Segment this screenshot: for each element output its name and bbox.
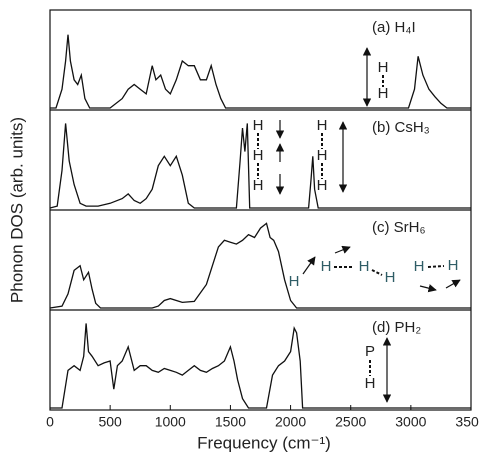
x-tick-label: 3500: [455, 414, 479, 430]
motion-arrow: [445, 279, 461, 289]
diagram-label: H: [321, 258, 332, 275]
diagram-label: H: [253, 177, 264, 194]
motion-arrow: [419, 284, 437, 293]
x-tick-label: 1500: [215, 414, 246, 430]
diagram-label: H: [317, 147, 328, 164]
motion-arrow: [334, 245, 351, 254]
diagram-label: H: [317, 177, 328, 194]
diagram-label: H: [448, 257, 459, 274]
diagram-label: H: [365, 375, 376, 392]
diagram-label: H: [385, 269, 396, 286]
x-tick-label: 1000: [155, 414, 186, 430]
diagram-label: H: [359, 258, 370, 275]
diagram-label: H: [253, 117, 264, 134]
panel-annotation: (c) SrH₆: [372, 219, 426, 236]
dos-line: [49, 123, 471, 209]
diagram-label: H: [378, 59, 389, 76]
x-tick-label: 2500: [335, 414, 366, 430]
x-tick-label: 3000: [395, 414, 426, 430]
dos-line: [50, 323, 471, 409]
dos-line: [50, 34, 471, 109]
motion-arrow: [302, 256, 316, 275]
panel-annotation: (a) H₄I: [372, 19, 416, 36]
diagram-label: H: [414, 258, 425, 275]
panel-annotation: (b) CsH₃: [372, 119, 430, 136]
y-axis-label: Phonon DOS (arb. units): [7, 117, 26, 303]
diagram-label: H: [253, 147, 264, 164]
x-axis-label: Frequency (cm⁻¹): [197, 433, 331, 452]
x-tick-label: 0: [46, 414, 54, 430]
diagram-label: H: [289, 273, 300, 290]
x-tick-label: 2000: [275, 414, 306, 430]
panel-annotation: (d) PH₂: [372, 319, 421, 336]
diagram-label: P: [365, 343, 375, 360]
bond: [427, 265, 445, 268]
bond: [371, 269, 383, 276]
dos-line: [49, 222, 471, 309]
x-tick-label: 500: [98, 414, 122, 430]
diagram-label: H: [378, 85, 389, 102]
diagram-label: H: [317, 117, 328, 134]
